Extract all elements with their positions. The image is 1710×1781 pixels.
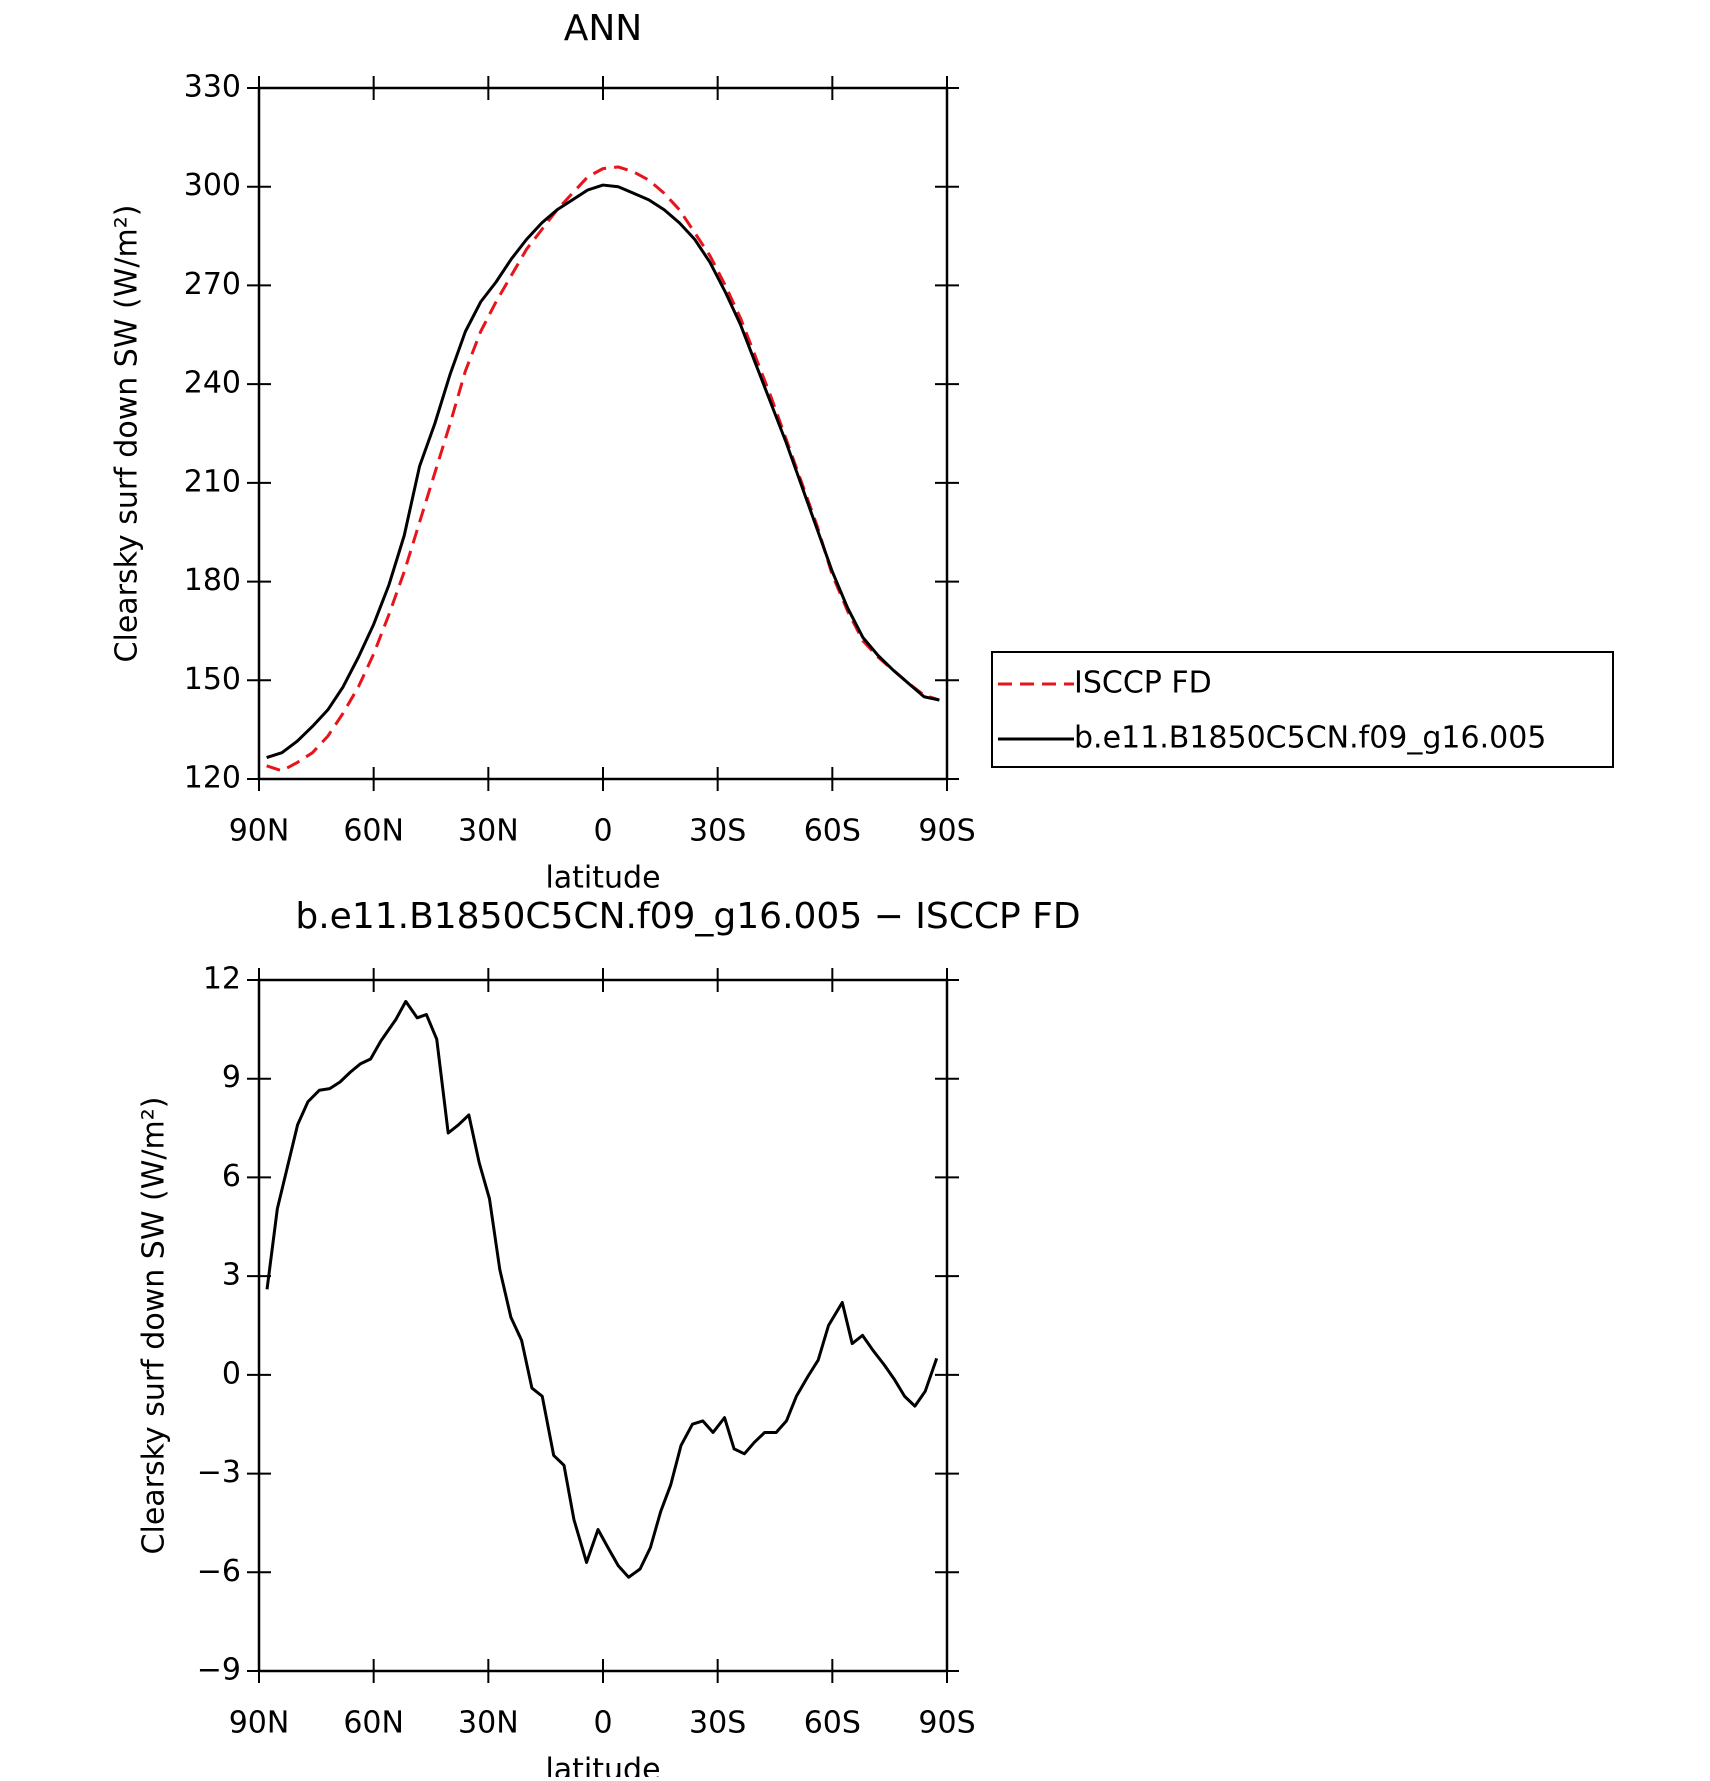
y-tick-label: 180 bbox=[184, 563, 241, 598]
x-tick-label: 90S bbox=[918, 1706, 975, 1741]
x-tick-label: 60S bbox=[804, 814, 861, 849]
y-tick-label: −9 bbox=[197, 1653, 241, 1688]
y-tick-label: −6 bbox=[197, 1554, 241, 1589]
legend-label: ISCCP FD bbox=[1074, 666, 1212, 701]
x-axis-label: latitude bbox=[545, 1753, 660, 1778]
y-tick-label: 300 bbox=[184, 168, 241, 203]
chart-title: ANN bbox=[564, 8, 643, 49]
plot-frame bbox=[257, 978, 949, 1673]
y-tick-label: 12 bbox=[203, 962, 241, 997]
x-tick-label: 30N bbox=[458, 814, 519, 849]
y-tick-label: 240 bbox=[184, 366, 241, 401]
x-tick-label: 30N bbox=[458, 1706, 519, 1741]
x-tick-label: 60S bbox=[804, 1706, 861, 1741]
y-tick-label: 0 bbox=[222, 1356, 241, 1391]
x-tick-label: 0 bbox=[593, 814, 612, 849]
x-tick-label: 90N bbox=[229, 1706, 290, 1741]
y-tick-label: −3 bbox=[197, 1455, 241, 1490]
y-tick-label: 270 bbox=[184, 267, 241, 302]
y-axis-label: Clearsky surf down SW (W/m²) bbox=[110, 205, 145, 663]
chart-title: b.e11.B1850C5CN.f09_g16.005 − ISCCP FD bbox=[295, 896, 1080, 937]
y-tick-label: 3 bbox=[222, 1258, 241, 1293]
x-tick-label: 60N bbox=[343, 814, 404, 849]
x-tick-label: 30S bbox=[689, 814, 746, 849]
y-tick-label: 9 bbox=[222, 1060, 241, 1095]
x-tick-label: 30S bbox=[689, 1706, 746, 1741]
data-line bbox=[266, 165, 940, 773]
x-tick-label: 60N bbox=[343, 1706, 404, 1741]
data-line bbox=[265, 999, 939, 1579]
y-tick-label: 6 bbox=[222, 1159, 241, 1194]
y-tick-label: 120 bbox=[184, 761, 241, 796]
y-axis-label: Clearsky surf down SW (W/m²) bbox=[137, 1097, 172, 1555]
x-axis-label: latitude bbox=[545, 861, 660, 896]
y-tick-label: 330 bbox=[184, 70, 241, 105]
data-line bbox=[266, 183, 940, 760]
y-tick-label: 150 bbox=[184, 662, 241, 697]
x-tick-label: 90S bbox=[918, 814, 975, 849]
x-tick-label: 0 bbox=[593, 1706, 612, 1741]
x-tick-label: 90N bbox=[229, 814, 290, 849]
y-tick-label: 210 bbox=[184, 464, 241, 499]
legend-label: b.e11.B1850C5CN.f09_g16.005 bbox=[1074, 721, 1546, 756]
legend-box bbox=[991, 651, 1614, 768]
